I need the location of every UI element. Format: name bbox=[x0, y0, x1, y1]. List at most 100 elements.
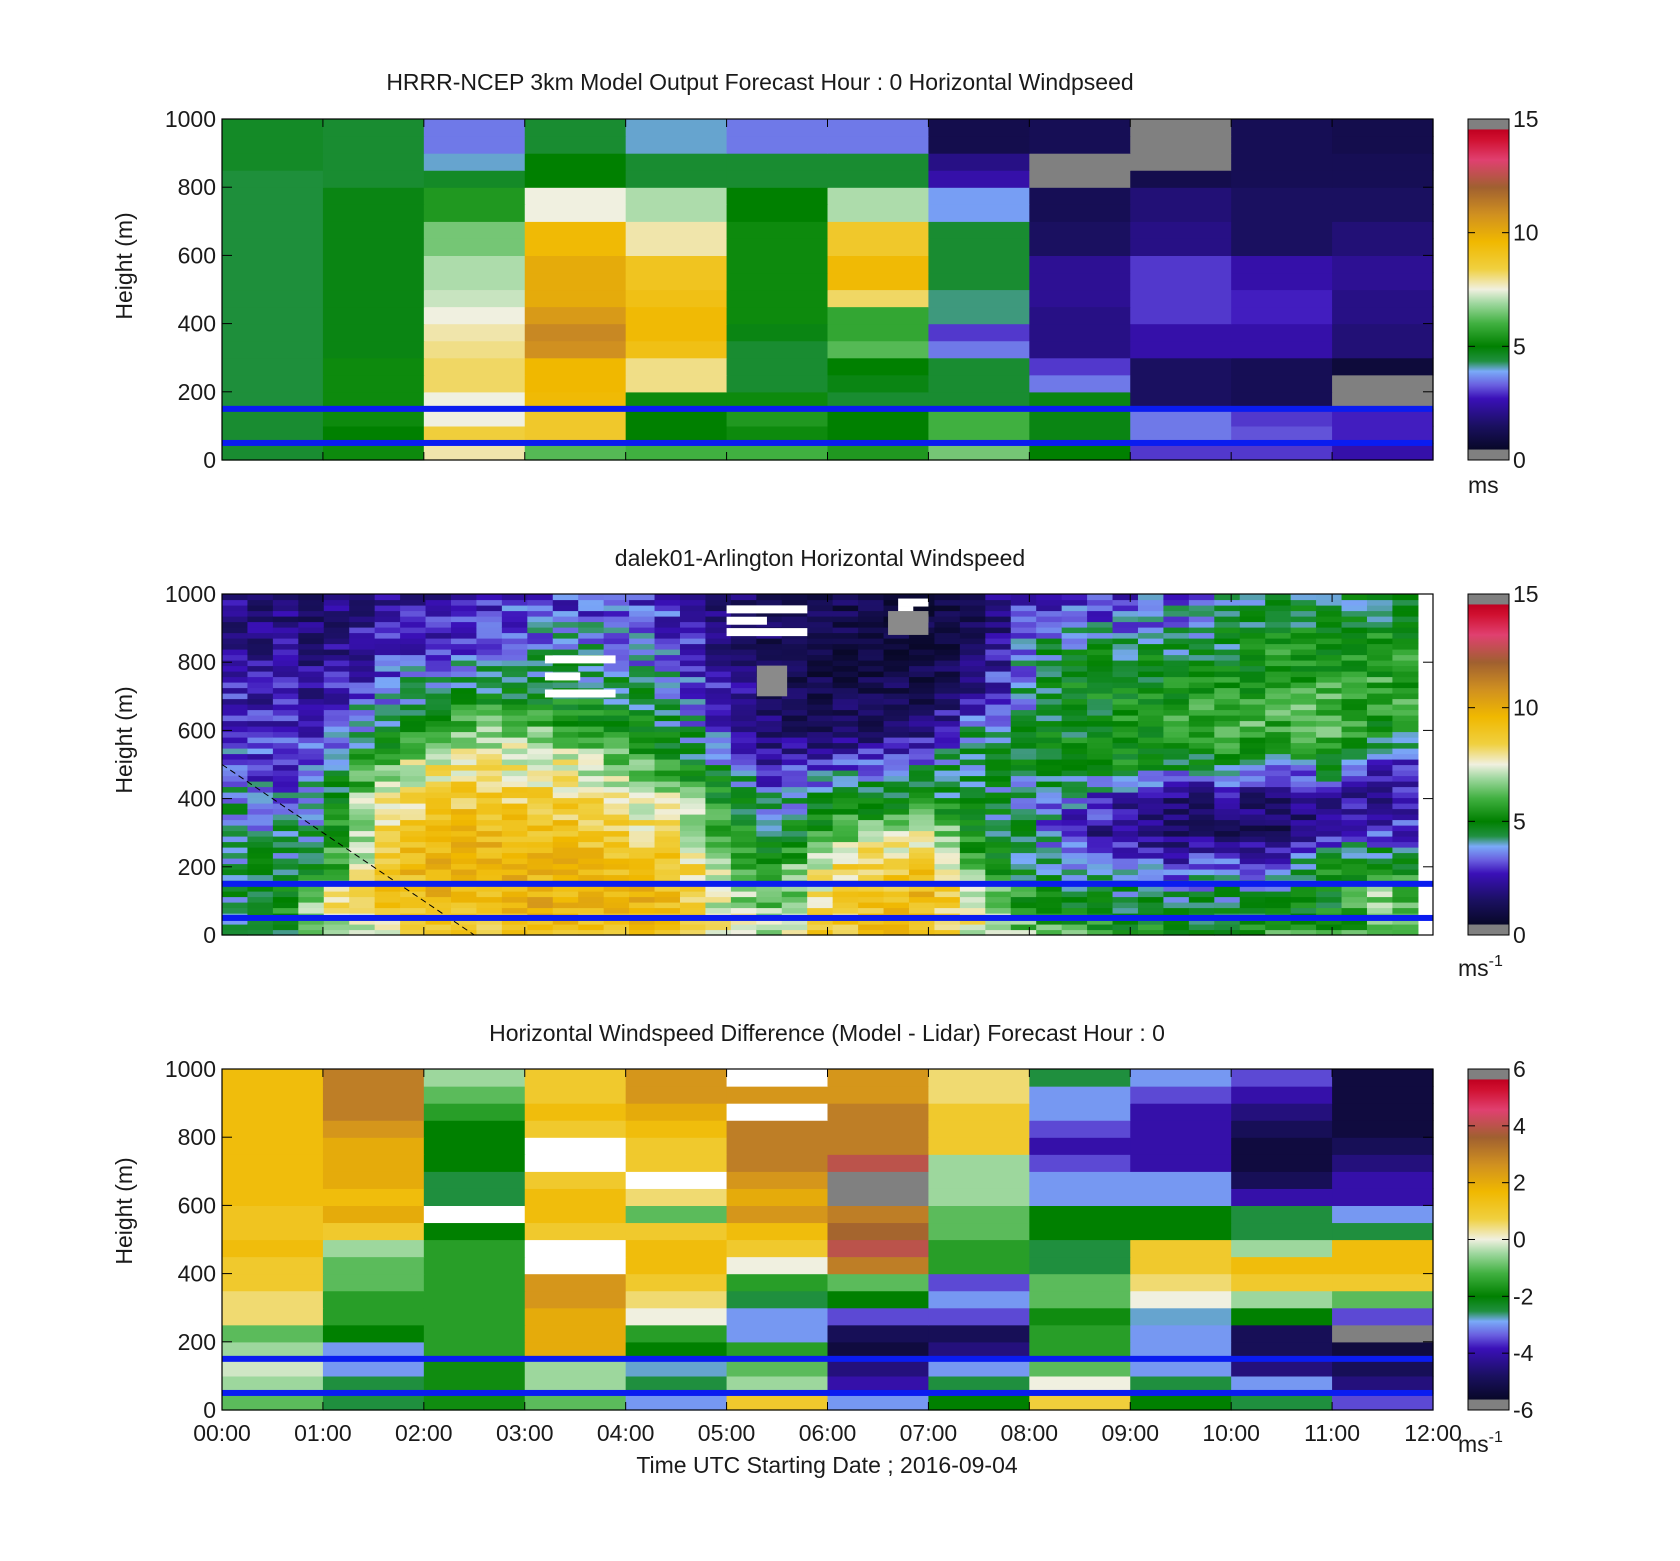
heatmap-cell bbox=[1029, 323, 1131, 342]
heatmap-cell bbox=[1188, 731, 1215, 738]
heatmap-cell bbox=[298, 616, 325, 623]
heatmap-cell bbox=[705, 819, 732, 826]
heatmap-cell bbox=[1036, 852, 1063, 859]
heatmap-cell bbox=[524, 1205, 627, 1224]
heatmap-cell bbox=[928, 1069, 1030, 1087]
heatmap-cell bbox=[832, 726, 859, 733]
heatmap-cell bbox=[1036, 709, 1063, 716]
heatmap-cell bbox=[726, 1256, 829, 1275]
heatmap-cell bbox=[222, 896, 249, 903]
heatmap-cell bbox=[578, 599, 605, 606]
heatmap-cell bbox=[1087, 759, 1114, 766]
heatmap-cell bbox=[1392, 830, 1419, 837]
heatmap-cell bbox=[1316, 775, 1343, 782]
heatmap-cell bbox=[1188, 720, 1215, 727]
heatmap-cell bbox=[1087, 874, 1114, 881]
heatmap-cell bbox=[349, 748, 376, 755]
heatmap-cell bbox=[322, 1324, 425, 1343]
heatmap-cell bbox=[934, 682, 961, 689]
heatmap-cell bbox=[1316, 621, 1343, 628]
heatmap-cell bbox=[578, 786, 605, 793]
heatmap-cell bbox=[1087, 869, 1114, 876]
heatmap-cell bbox=[527, 775, 554, 782]
heatmap-cell bbox=[679, 649, 707, 656]
heatmap-cell bbox=[1130, 306, 1232, 325]
heatmap-cell bbox=[476, 643, 503, 650]
heatmap-cell bbox=[883, 731, 910, 738]
heatmap-cell bbox=[272, 852, 299, 859]
y-tick-label: 400 bbox=[178, 786, 216, 812]
heatmap-cell bbox=[1112, 836, 1139, 843]
heatmap-cell bbox=[272, 775, 299, 782]
heatmap-cell bbox=[374, 693, 401, 700]
y-tick-label: 400 bbox=[178, 311, 216, 337]
heatmap-cell bbox=[272, 682, 299, 689]
heatmap-cell bbox=[726, 272, 829, 291]
heatmap-cell bbox=[552, 599, 579, 606]
heatmap-cell bbox=[730, 918, 757, 925]
heatmap-cell bbox=[1239, 770, 1266, 777]
heatmap-cell bbox=[349, 671, 376, 678]
heatmap-cell bbox=[247, 676, 274, 683]
heatmap-cell bbox=[730, 687, 757, 694]
heatmap-cell bbox=[654, 698, 681, 705]
heatmap-cell bbox=[908, 891, 936, 898]
heatmap-cell bbox=[985, 797, 1012, 804]
heatmap-cell bbox=[781, 786, 808, 793]
heatmap-cell bbox=[1366, 649, 1394, 656]
heatmap-cell bbox=[298, 748, 325, 755]
heatmap-cell bbox=[858, 918, 885, 925]
heatmap-cell bbox=[679, 836, 707, 843]
heatmap-cell bbox=[858, 737, 885, 744]
heatmap-cell bbox=[883, 847, 910, 854]
heatmap-cell bbox=[1214, 803, 1241, 810]
heatmap-cell bbox=[832, 830, 859, 837]
heatmap-cell bbox=[908, 885, 936, 892]
heatmap-cell bbox=[527, 649, 554, 656]
heatmap-cell bbox=[1332, 1324, 1434, 1343]
heatmap-cell bbox=[705, 693, 732, 700]
heatmap-cell bbox=[1366, 704, 1394, 711]
heatmap-cell bbox=[425, 742, 452, 749]
heatmap-cell bbox=[832, 665, 859, 672]
heatmap-cell bbox=[883, 594, 910, 601]
heatmap-cell bbox=[934, 753, 961, 760]
heatmap-cell bbox=[501, 720, 528, 727]
heatmap-cell bbox=[726, 391, 829, 410]
heatmap-cell bbox=[1366, 698, 1394, 705]
heatmap-cell bbox=[1231, 204, 1333, 222]
heatmap-cell bbox=[1163, 918, 1190, 925]
heatmap-cell bbox=[934, 621, 961, 628]
heatmap-cell bbox=[679, 759, 707, 766]
heatmap-cell bbox=[374, 638, 401, 645]
heatmap-cell bbox=[832, 814, 859, 821]
heatmap-cell bbox=[476, 676, 503, 683]
heatmap-cell bbox=[625, 1171, 728, 1189]
heatmap-cell bbox=[1163, 737, 1190, 744]
heatmap-cell bbox=[1332, 255, 1434, 274]
heatmap-cell bbox=[1163, 841, 1190, 848]
heatmap-cell bbox=[272, 649, 299, 656]
heatmap-cell bbox=[603, 841, 630, 848]
heatmap-cell bbox=[1112, 753, 1139, 760]
heatmap-cell bbox=[629, 704, 656, 711]
heatmap-cell bbox=[450, 819, 478, 826]
heatmap-cell bbox=[705, 885, 732, 892]
heatmap-cell bbox=[832, 737, 859, 744]
heatmap-cell bbox=[222, 709, 249, 716]
heatmap-cell bbox=[323, 918, 350, 925]
heatmap-cell bbox=[450, 698, 478, 705]
heatmap-cell bbox=[726, 357, 829, 376]
heatmap-cell bbox=[322, 1188, 425, 1206]
heatmap-cell bbox=[1010, 819, 1037, 826]
heatmap-cell bbox=[781, 836, 808, 843]
heatmap-cell bbox=[501, 814, 528, 821]
heatmap-cell bbox=[578, 907, 605, 914]
heatmap-cell bbox=[222, 238, 324, 256]
heatmap-cell bbox=[524, 1324, 627, 1343]
heatmap-cell bbox=[654, 814, 681, 821]
heatmap-cell bbox=[1265, 803, 1292, 810]
heatmap-cell bbox=[985, 731, 1012, 738]
heatmap-cell bbox=[985, 907, 1012, 914]
heatmap-cell bbox=[272, 748, 299, 755]
